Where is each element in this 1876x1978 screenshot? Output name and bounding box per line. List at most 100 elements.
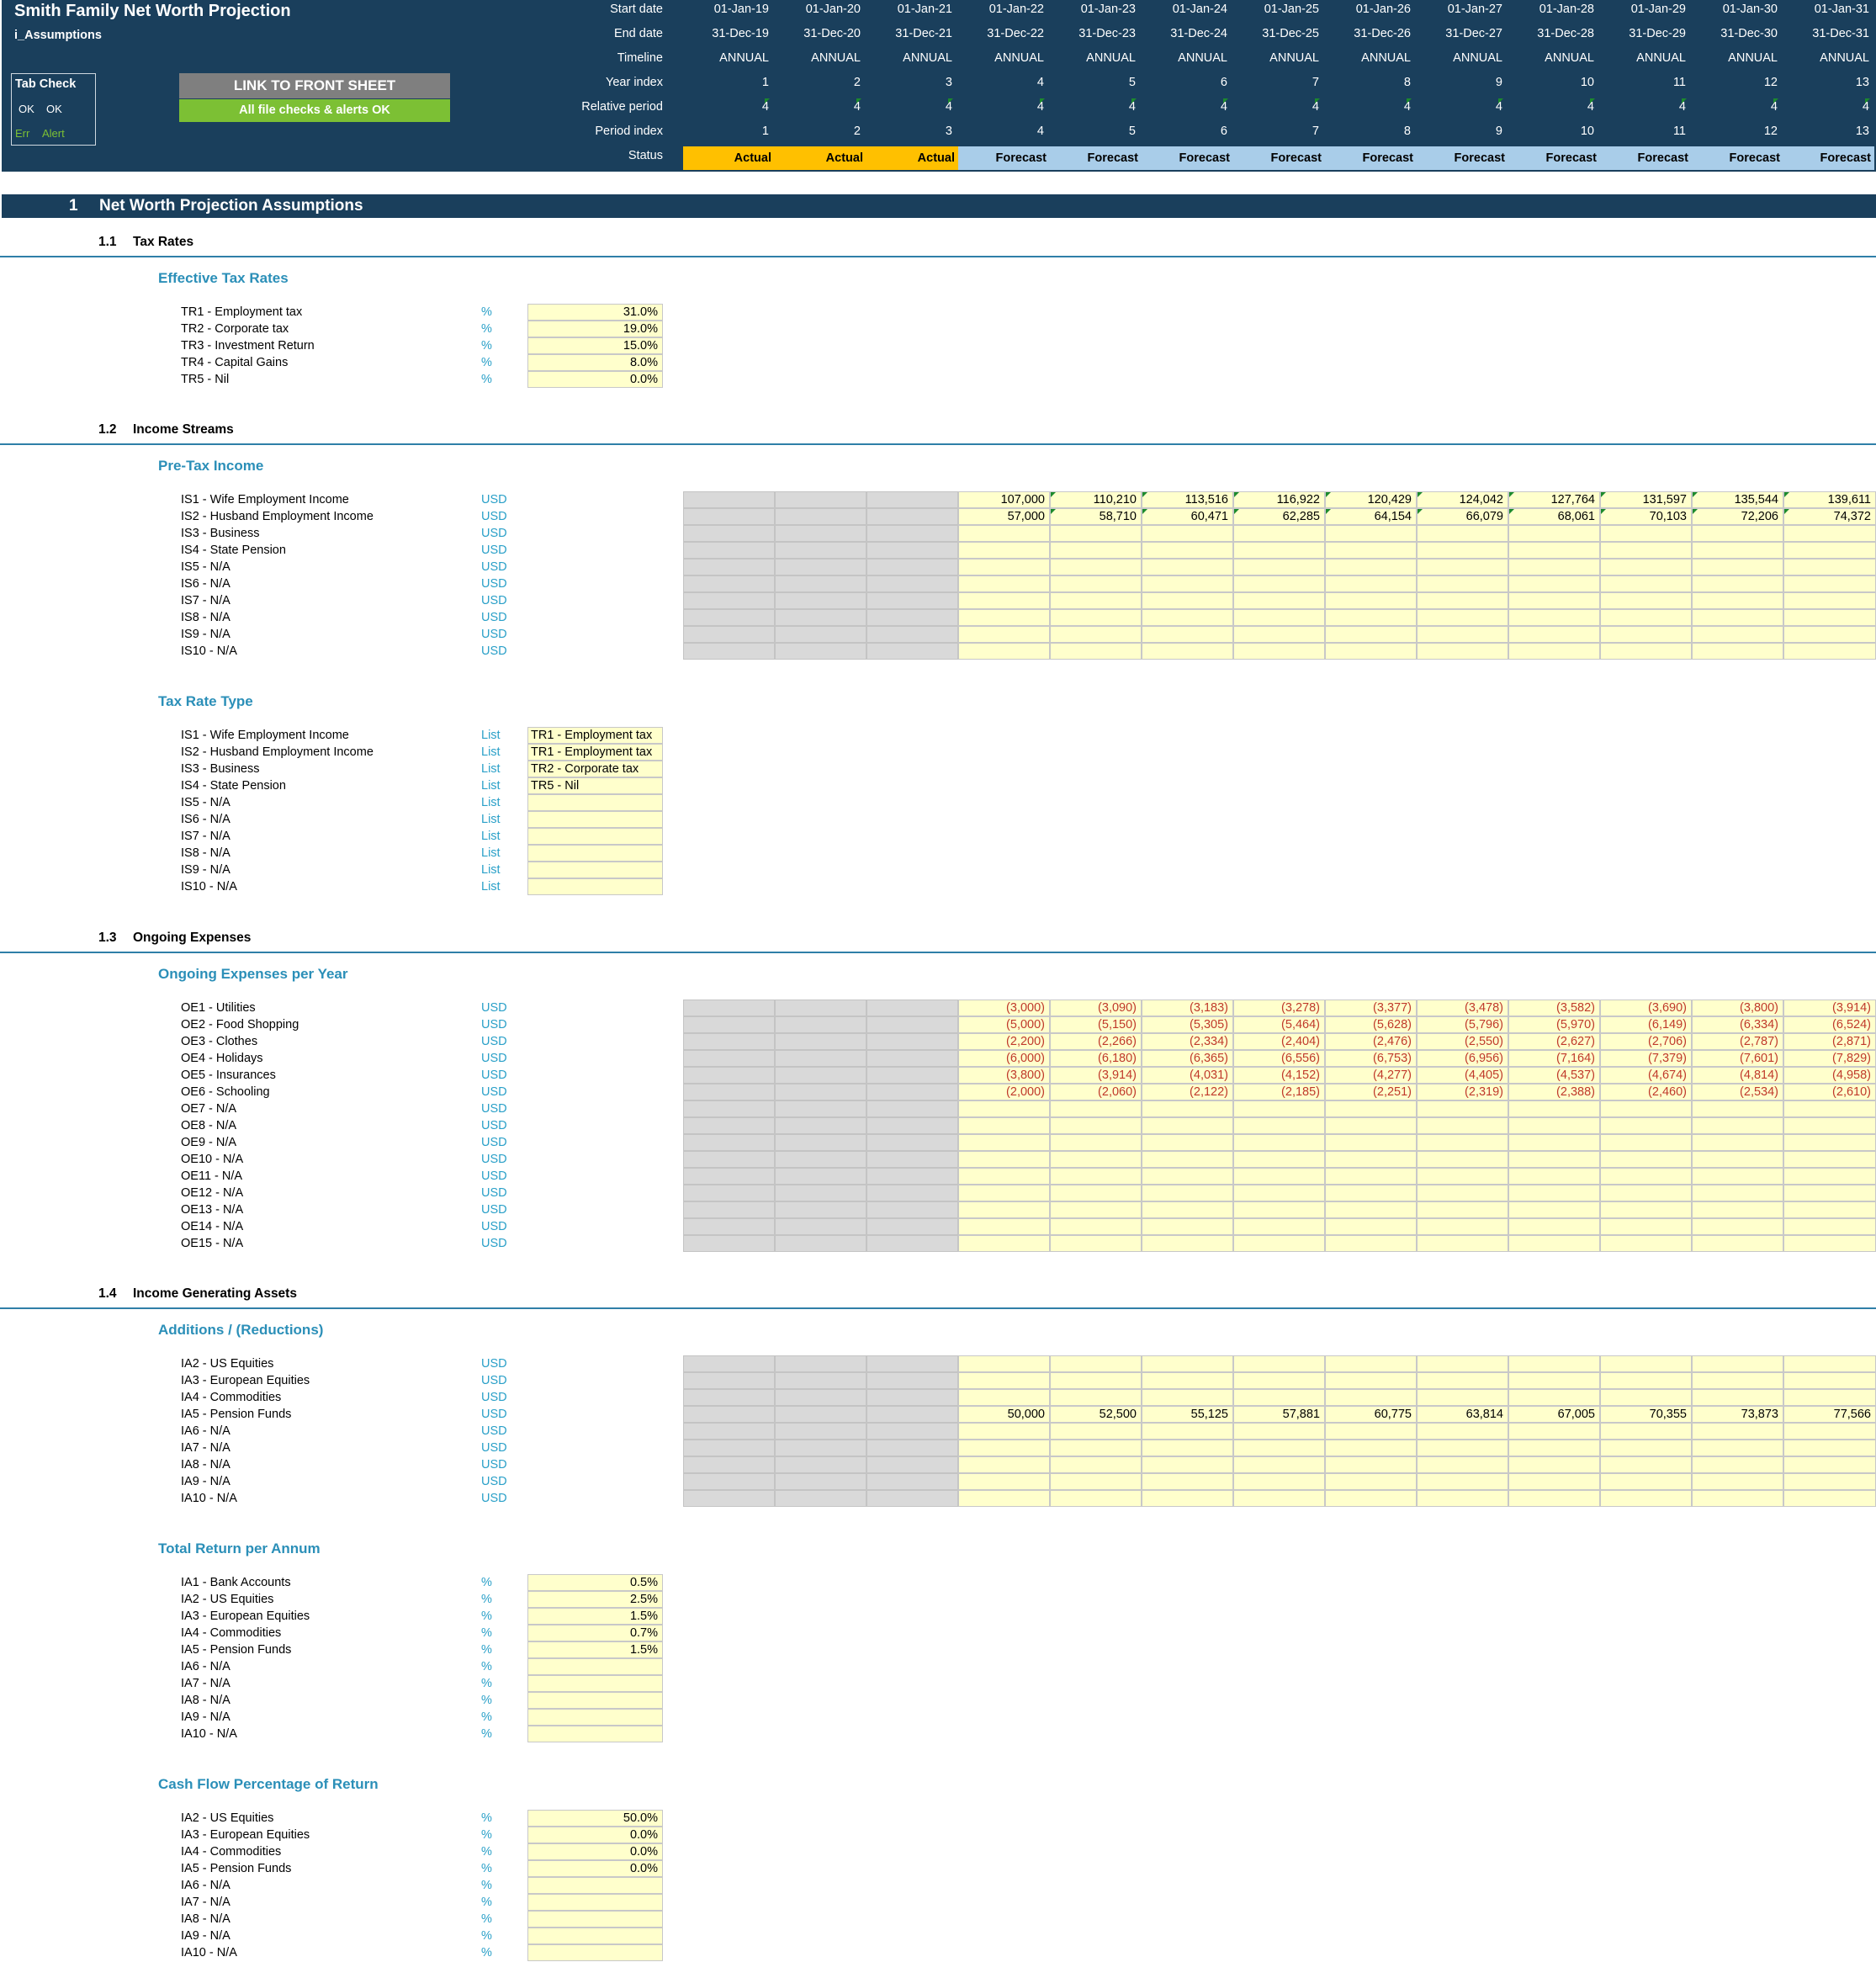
asset-addition-forecast-cell[interactable] [1508, 1389, 1600, 1406]
ongoing-expense-forecast-cell[interactable] [1050, 1134, 1142, 1151]
asset-addition-forecast-cell[interactable] [1417, 1490, 1508, 1507]
asset-addition-forecast-cell[interactable] [1508, 1473, 1600, 1490]
income-stream-forecast-cell[interactable] [1783, 575, 1876, 592]
total-return-input-cell[interactable]: 1.5% [527, 1608, 663, 1625]
asset-addition-forecast-cell[interactable] [1783, 1355, 1876, 1372]
ongoing-expense-forecast-cell[interactable]: (5,628) [1325, 1016, 1417, 1033]
asset-addition-forecast-cell[interactable] [1050, 1423, 1142, 1440]
ongoing-expense-forecast-cell[interactable] [1783, 1168, 1876, 1185]
asset-addition-forecast-cell[interactable] [1692, 1490, 1783, 1507]
total-return-input-cell[interactable] [527, 1726, 663, 1742]
income-stream-forecast-cell[interactable] [1233, 643, 1325, 660]
ongoing-expense-forecast-cell[interactable]: (2,251) [1325, 1084, 1417, 1100]
asset-addition-forecast-cell[interactable] [1692, 1355, 1783, 1372]
income-stream-forecast-cell[interactable] [1600, 592, 1692, 609]
cash-flow-input-cell[interactable]: 0.0% [527, 1827, 663, 1843]
income-stream-forecast-cell[interactable]: 60,471 [1142, 508, 1233, 525]
ongoing-expense-forecast-cell[interactable]: (2,627) [1508, 1033, 1600, 1050]
income-stream-forecast-cell[interactable] [1325, 626, 1417, 643]
ongoing-expense-forecast-cell[interactable] [1600, 1117, 1692, 1134]
income-stream-forecast-cell[interactable] [1325, 559, 1417, 575]
asset-addition-forecast-cell[interactable] [1050, 1372, 1142, 1389]
ongoing-expense-forecast-cell[interactable] [1417, 1117, 1508, 1134]
ongoing-expense-forecast-cell[interactable] [1050, 1201, 1142, 1218]
asset-addition-forecast-cell[interactable]: 67,005 [1508, 1406, 1600, 1423]
income-stream-forecast-cell[interactable] [1233, 559, 1325, 575]
income-stream-forecast-cell[interactable] [958, 542, 1050, 559]
asset-addition-forecast-cell[interactable]: 52,500 [1050, 1406, 1142, 1423]
ongoing-expense-forecast-cell[interactable] [1783, 1185, 1876, 1201]
income-stream-forecast-cell[interactable] [958, 525, 1050, 542]
income-stream-forecast-cell[interactable] [1233, 609, 1325, 626]
asset-addition-forecast-cell[interactable] [958, 1456, 1050, 1473]
ongoing-expense-forecast-cell[interactable] [958, 1100, 1050, 1117]
asset-addition-forecast-cell[interactable] [1142, 1473, 1233, 1490]
income-stream-forecast-cell[interactable] [1050, 542, 1142, 559]
ongoing-expense-forecast-cell[interactable] [1233, 1201, 1325, 1218]
ongoing-expense-forecast-cell[interactable] [1233, 1100, 1325, 1117]
asset-addition-forecast-cell[interactable]: 57,881 [1233, 1406, 1325, 1423]
ongoing-expense-forecast-cell[interactable] [1142, 1134, 1233, 1151]
ongoing-expense-forecast-cell[interactable]: (2,610) [1783, 1084, 1876, 1100]
income-stream-forecast-cell[interactable] [1508, 626, 1600, 643]
income-stream-forecast-cell[interactable]: 62,285 [1233, 508, 1325, 525]
income-stream-forecast-cell[interactable]: 116,922 [1233, 491, 1325, 508]
ongoing-expense-forecast-cell[interactable] [1233, 1185, 1325, 1201]
income-stream-forecast-cell[interactable]: 64,154 [1325, 508, 1417, 525]
ongoing-expense-forecast-cell[interactable] [1508, 1151, 1600, 1168]
asset-addition-forecast-cell[interactable] [1233, 1423, 1325, 1440]
asset-addition-forecast-cell[interactable] [1692, 1423, 1783, 1440]
asset-addition-forecast-cell[interactable]: 60,775 [1325, 1406, 1417, 1423]
ongoing-expense-forecast-cell[interactable] [1692, 1168, 1783, 1185]
asset-addition-forecast-cell[interactable] [1600, 1423, 1692, 1440]
ongoing-expense-forecast-cell[interactable]: (4,674) [1600, 1067, 1692, 1084]
asset-addition-forecast-cell[interactable] [958, 1440, 1050, 1456]
ongoing-expense-forecast-cell[interactable] [958, 1151, 1050, 1168]
ongoing-expense-forecast-cell[interactable] [1508, 1117, 1600, 1134]
asset-addition-forecast-cell[interactable] [1783, 1440, 1876, 1456]
tax-rate-type-input-cell[interactable]: TR1 - Employment tax [527, 744, 663, 761]
asset-addition-forecast-cell[interactable] [958, 1389, 1050, 1406]
ongoing-expense-forecast-cell[interactable] [1600, 1151, 1692, 1168]
income-stream-forecast-cell[interactable]: 124,042 [1417, 491, 1508, 508]
asset-addition-forecast-cell[interactable] [1325, 1372, 1417, 1389]
ongoing-expense-forecast-cell[interactable] [958, 1134, 1050, 1151]
ongoing-expense-forecast-cell[interactable] [1417, 1168, 1508, 1185]
income-stream-forecast-cell[interactable] [958, 626, 1050, 643]
total-return-input-cell[interactable]: 1.5% [527, 1641, 663, 1658]
ongoing-expense-forecast-cell[interactable] [1233, 1151, 1325, 1168]
ongoing-expense-forecast-cell[interactable] [1417, 1134, 1508, 1151]
income-stream-forecast-cell[interactable]: 110,210 [1050, 491, 1142, 508]
tax-rate-type-input-cell[interactable]: TR2 - Corporate tax [527, 761, 663, 777]
ongoing-expense-forecast-cell[interactable]: (2,388) [1508, 1084, 1600, 1100]
income-stream-forecast-cell[interactable]: 68,061 [1508, 508, 1600, 525]
asset-addition-forecast-cell[interactable] [1233, 1456, 1325, 1473]
ongoing-expense-forecast-cell[interactable] [958, 1168, 1050, 1185]
asset-addition-forecast-cell[interactable]: 77,566 [1783, 1406, 1876, 1423]
asset-addition-forecast-cell[interactable] [1050, 1490, 1142, 1507]
asset-addition-forecast-cell[interactable] [1325, 1389, 1417, 1406]
ongoing-expense-forecast-cell[interactable] [1142, 1185, 1233, 1201]
income-stream-forecast-cell[interactable] [1783, 592, 1876, 609]
asset-addition-forecast-cell[interactable] [1600, 1372, 1692, 1389]
ongoing-expense-forecast-cell[interactable]: (2,871) [1783, 1033, 1876, 1050]
cash-flow-input-cell[interactable]: 50.0% [527, 1810, 663, 1827]
income-stream-forecast-cell[interactable] [1417, 643, 1508, 660]
income-stream-forecast-cell[interactable]: 58,710 [1050, 508, 1142, 525]
ongoing-expense-forecast-cell[interactable]: (3,377) [1325, 1000, 1417, 1016]
ongoing-expense-forecast-cell[interactable] [1142, 1218, 1233, 1235]
tax-rate-type-input-cell[interactable] [527, 828, 663, 845]
ongoing-expense-forecast-cell[interactable] [1783, 1134, 1876, 1151]
asset-addition-forecast-cell[interactable] [1692, 1372, 1783, 1389]
ongoing-expense-forecast-cell[interactable] [1325, 1151, 1417, 1168]
income-stream-forecast-cell[interactable] [1508, 592, 1600, 609]
ongoing-expense-forecast-cell[interactable]: (4,031) [1142, 1067, 1233, 1084]
ongoing-expense-forecast-cell[interactable] [1692, 1134, 1783, 1151]
income-stream-forecast-cell[interactable] [1417, 525, 1508, 542]
income-stream-forecast-cell[interactable] [1417, 609, 1508, 626]
income-stream-forecast-cell[interactable] [1233, 592, 1325, 609]
income-stream-forecast-cell[interactable] [1692, 643, 1783, 660]
asset-addition-forecast-cell[interactable] [1417, 1389, 1508, 1406]
ongoing-expense-forecast-cell[interactable]: (4,537) [1508, 1067, 1600, 1084]
ongoing-expense-forecast-cell[interactable] [1600, 1218, 1692, 1235]
